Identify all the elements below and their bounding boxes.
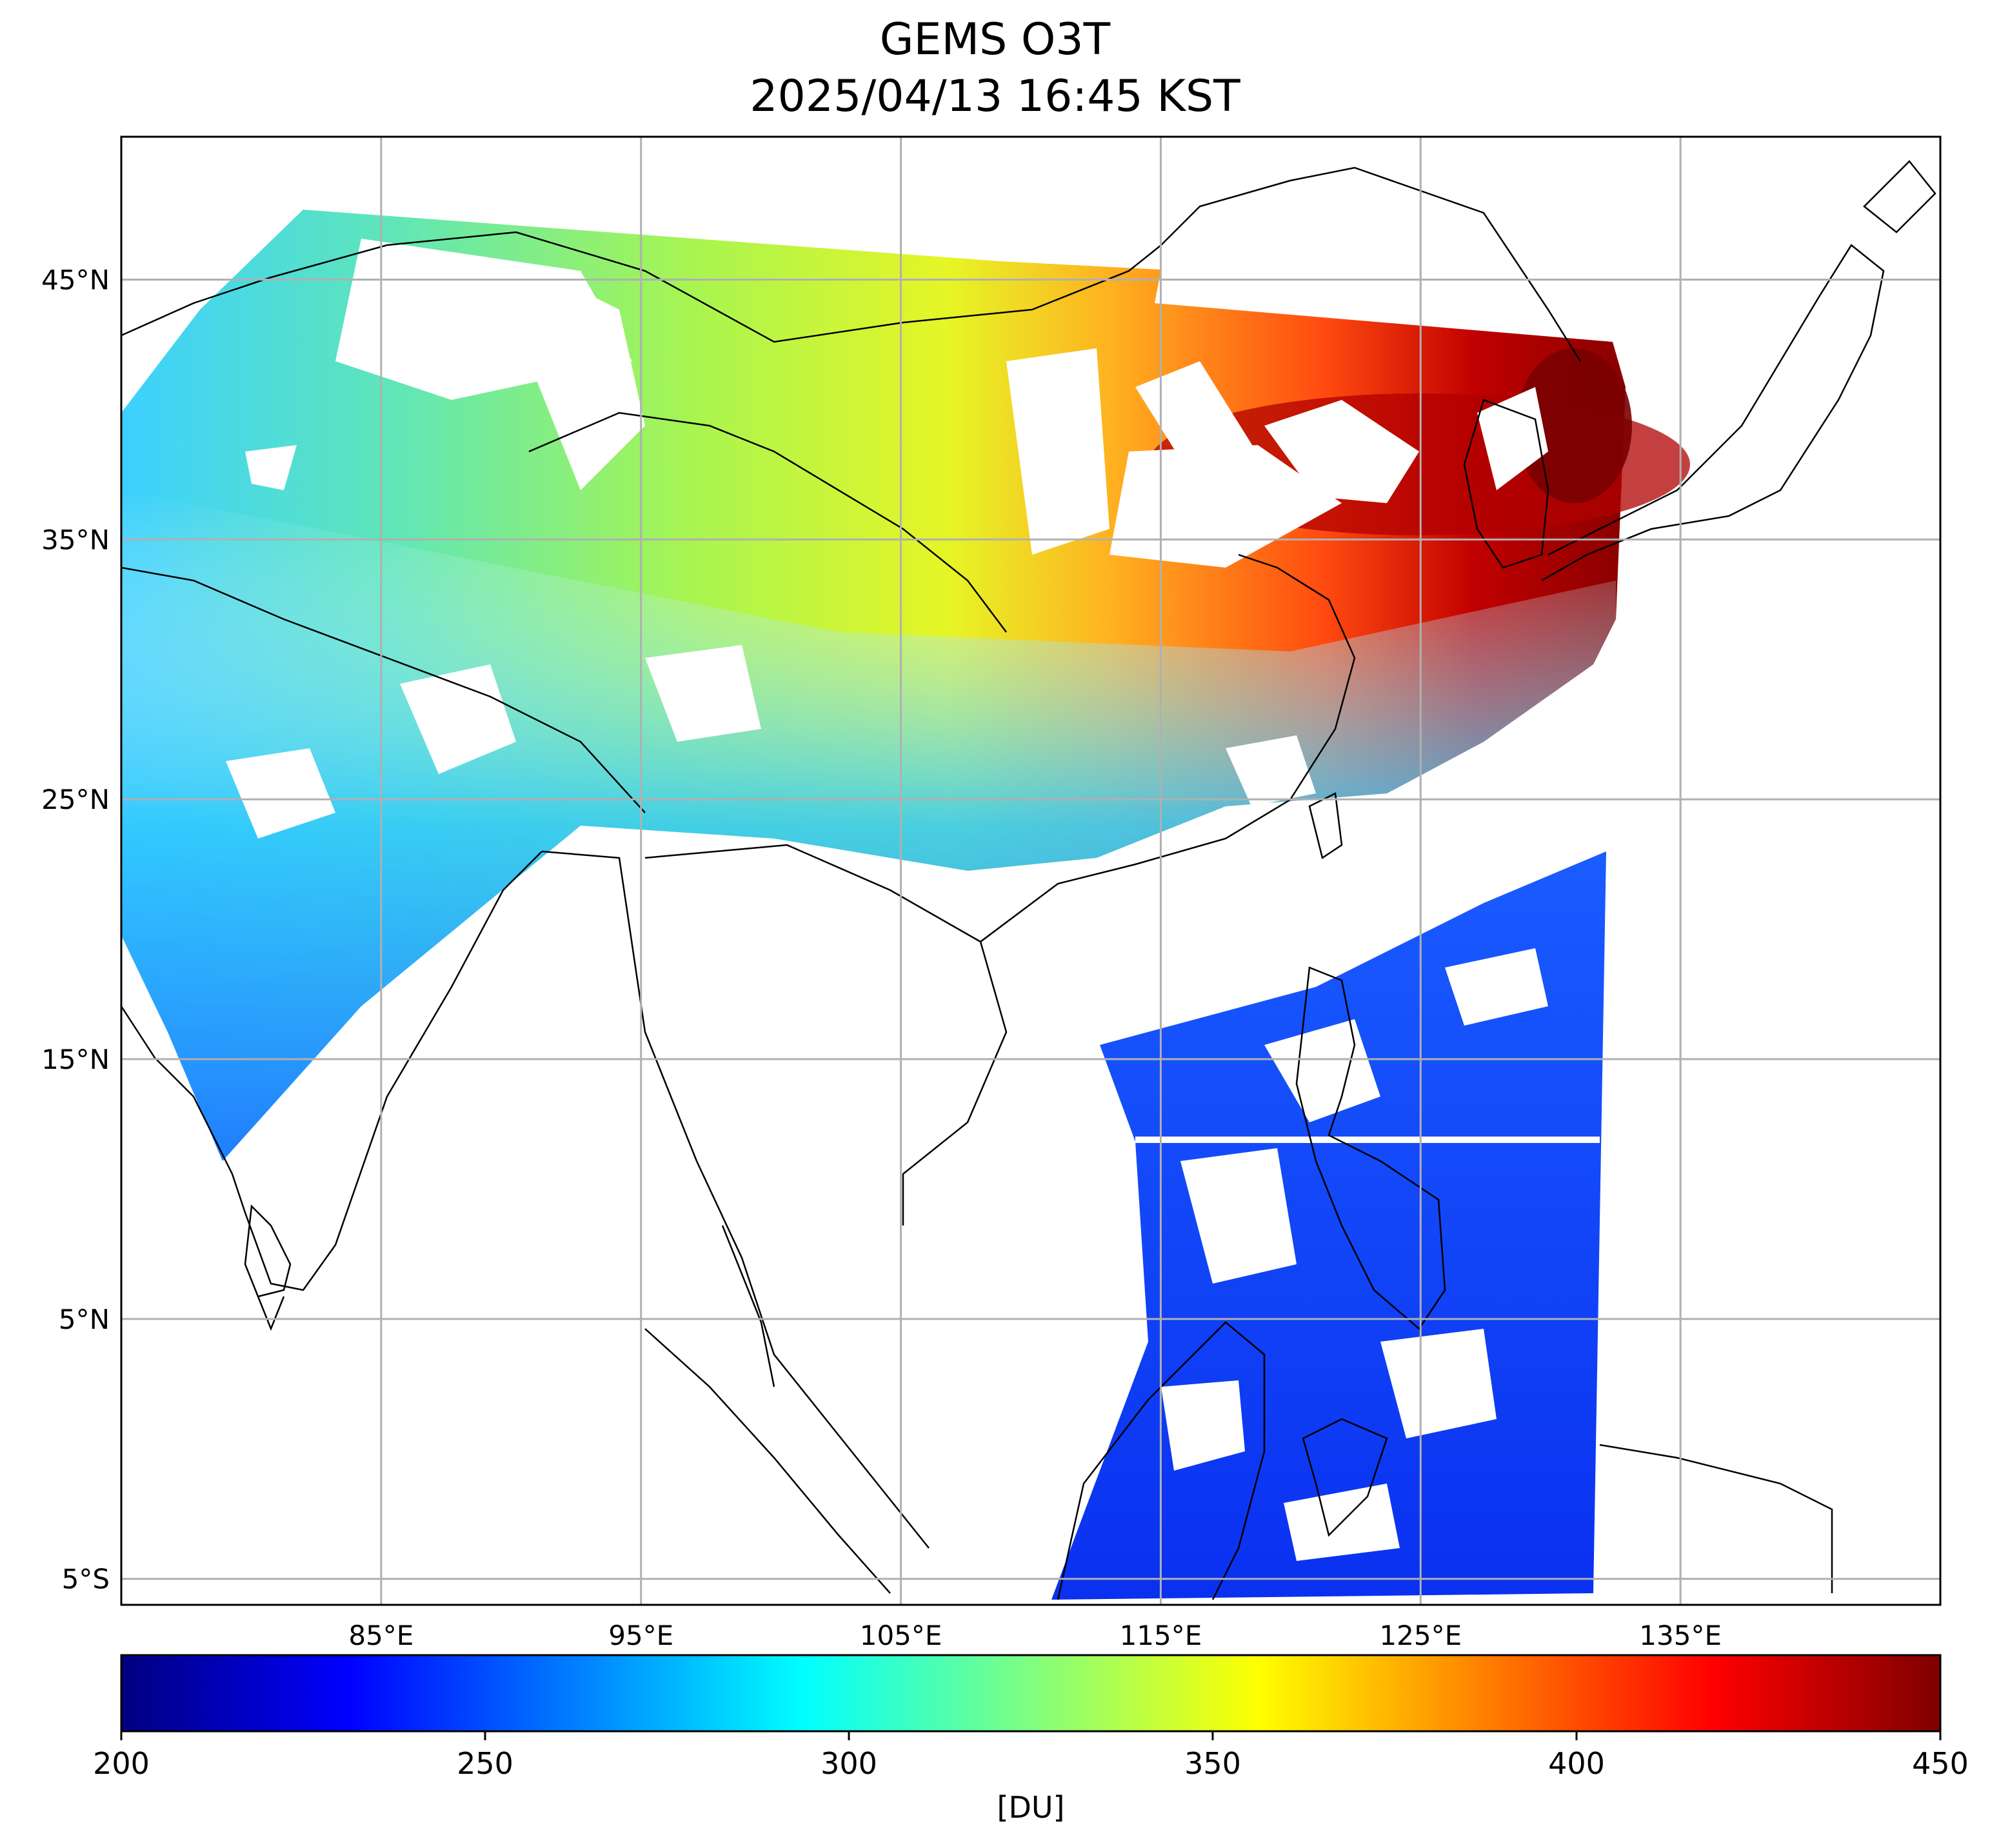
longitude-labels: 85°E 95°E 105°E 115°E 125°E 135°E xyxy=(348,1620,1722,1651)
map-subtitle: 2025/04/13 16:45 KST xyxy=(750,71,1240,122)
colorbar-tick-label: 250 xyxy=(457,1746,513,1781)
lat-tick-label: 45°N xyxy=(41,264,110,296)
lon-tick-label: 115°E xyxy=(1120,1620,1202,1651)
lat-tick-label: 5°N xyxy=(59,1304,110,1335)
north-swath-southern-gradient xyxy=(121,490,1616,1161)
colorbar-tick-label: 350 xyxy=(1184,1746,1241,1781)
map-title: GEMS O3T xyxy=(879,14,1111,65)
coastlines xyxy=(121,160,1936,1600)
high-ozone-peak xyxy=(1516,348,1632,503)
colorbar-tick-label: 300 xyxy=(821,1746,877,1781)
colorbar-tick-label: 400 xyxy=(1548,1746,1605,1781)
lon-tick-label: 105°E xyxy=(860,1620,942,1651)
colorbar-unit-label: [DU] xyxy=(997,1790,1065,1825)
map-frame xyxy=(120,135,1942,1606)
lat-tick-label: 5°S xyxy=(62,1564,110,1595)
lon-tick-label: 125°E xyxy=(1379,1620,1462,1651)
graticule xyxy=(121,137,1940,1605)
colorbar xyxy=(120,1654,1942,1733)
colorbar-tick-label: 450 xyxy=(1912,1746,1969,1781)
colorbar-tick-label: 200 xyxy=(93,1746,150,1781)
lon-tick-label: 85°E xyxy=(348,1620,413,1651)
lon-tick-label: 135°E xyxy=(1639,1620,1722,1651)
ozone-field xyxy=(121,210,1690,1600)
colorbar-ticks: 200 250 300 350 400 450 xyxy=(93,1731,1969,1781)
lon-tick-label: 95°E xyxy=(608,1620,673,1651)
lat-tick-label: 35°N xyxy=(41,524,110,555)
latitude-labels: 45°N 35°N 25°N 15°N 5°N 5°S xyxy=(41,264,110,1595)
lat-tick-label: 25°N xyxy=(41,784,110,815)
lat-tick-label: 15°N xyxy=(41,1044,110,1075)
